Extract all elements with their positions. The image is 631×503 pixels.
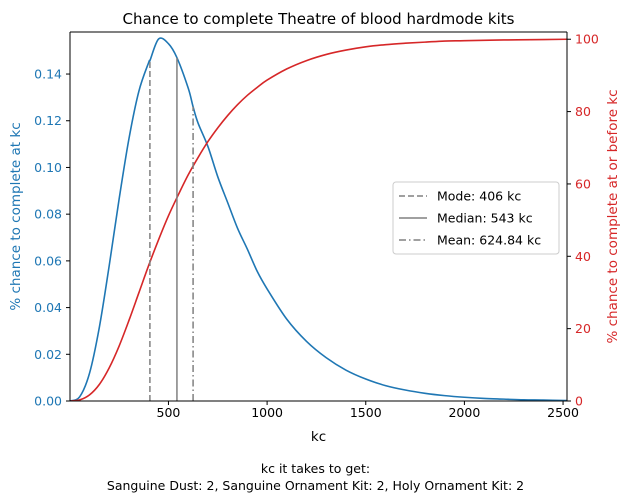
legend-label: Mean: 624.84 kc [437, 233, 541, 248]
y-left-tick-label: 0.00 [34, 394, 62, 409]
y-left-tick-label: 0.06 [34, 253, 62, 268]
y-left-tick-label: 0.04 [34, 300, 62, 315]
y-right-axis-label: % chance to complete at or before kc [605, 89, 621, 343]
x-tick-label: 1500 [350, 405, 382, 420]
footer-line-2: Sanguine Dust: 2, Sanguine Ornament Kit:… [106, 478, 525, 493]
y-left-tick-label: 0.14 [34, 67, 62, 82]
y-right-tick-label: 80 [575, 104, 591, 119]
y-left-tick-label: 0.08 [34, 207, 62, 222]
legend-label: Mode: 406 kc [437, 189, 521, 204]
y-right-tick-label: 60 [575, 176, 591, 191]
y-right-tick-label: 40 [575, 249, 591, 264]
x-tick-label: 2000 [448, 405, 480, 420]
chart-title: Chance to complete Theatre of blood hard… [123, 10, 515, 28]
x-tick-label: 2500 [547, 405, 579, 420]
legend-box [392, 181, 560, 255]
cumulative-probability-line [70, 38, 567, 401]
y-left-tick-label: 0.12 [34, 113, 62, 128]
y-right-tick-label: 0 [575, 394, 583, 409]
y-right-tick-label: 20 [575, 321, 591, 336]
x-axis-label: kc [311, 429, 326, 445]
footer-line-1: kc it takes to get: [260, 461, 371, 476]
x-tick-label: 500 [157, 405, 181, 420]
legend-label: Median: 543 kc [437, 211, 533, 226]
probability-density-line [70, 37, 567, 401]
y-right-tick-label: 100 [575, 32, 599, 47]
y-left-axis-label: % chance to complete at kc [8, 122, 24, 310]
y-left-tick-label: 0.02 [34, 347, 62, 362]
x-tick-label: 1000 [251, 405, 283, 420]
y-left-tick-label: 0.10 [34, 160, 62, 175]
